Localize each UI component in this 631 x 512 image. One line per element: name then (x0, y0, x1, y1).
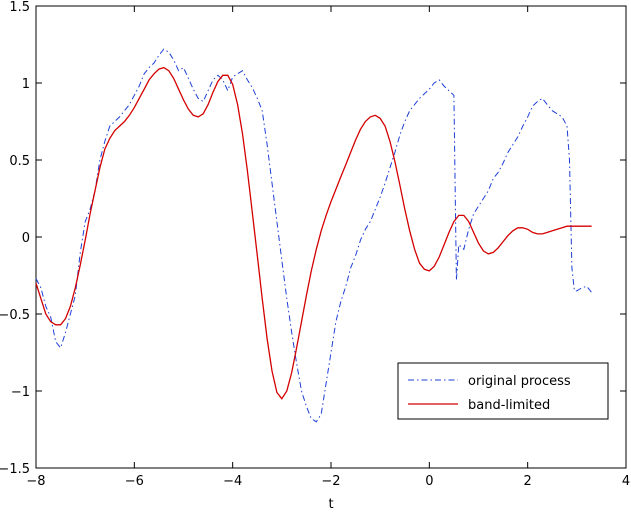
x-tick-label: −2 (321, 474, 340, 489)
y-tick-label: −1 (11, 385, 30, 400)
y-tick-label: 0.5 (9, 154, 30, 169)
x-tick-label: −8 (26, 474, 45, 489)
series-line-1 (35, 48, 592, 423)
x-tick-label: 0 (425, 474, 433, 489)
x-tick-label: 2 (524, 474, 532, 489)
y-tick-label: 1 (22, 77, 30, 92)
legend: original process band-limited (397, 362, 609, 420)
y-tick-label: 0 (22, 231, 30, 246)
x-tick-label: 4 (622, 474, 630, 489)
series-layer (35, 48, 592, 423)
y-tick-label: −0.5 (0, 308, 30, 323)
x-axis-label: t (328, 497, 333, 512)
axis-ticks: −8 −6 −4 −2 0 2 4 −1.5 −1 −0.5 0 0.5 1 1.5 (0, 0, 630, 489)
legend-entry-label: original process (468, 374, 571, 389)
y-tick-label: −1.5 (0, 462, 30, 477)
x-tick-label: −6 (125, 474, 144, 489)
x-tick-label: −4 (223, 474, 242, 489)
legend-box (397, 362, 609, 420)
series-line-2 (35, 66, 592, 400)
y-tick-label: 1.5 (9, 0, 30, 15)
legend-entry-label: band-limited (468, 398, 550, 413)
